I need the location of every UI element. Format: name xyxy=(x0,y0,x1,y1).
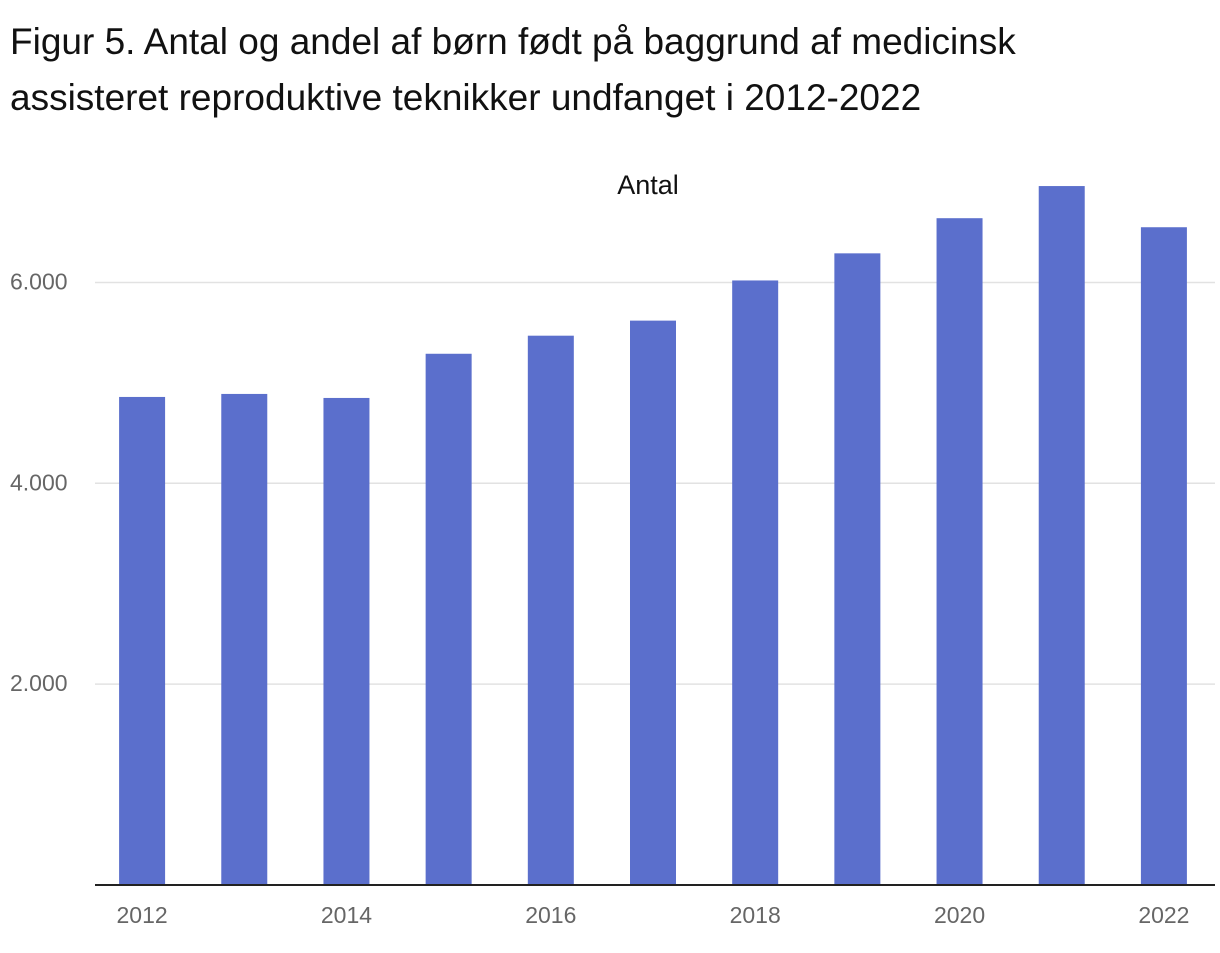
x-tick-label: 2016 xyxy=(525,902,576,928)
x-tick-label: 2018 xyxy=(730,902,781,928)
bar xyxy=(221,393,268,885)
x-tick-label: 2012 xyxy=(117,902,168,928)
y-tick-label: 2.000 xyxy=(10,670,68,696)
y-tick-label: 4.000 xyxy=(10,469,68,495)
bar xyxy=(936,218,983,886)
bar xyxy=(732,280,779,886)
bar xyxy=(834,253,881,885)
x-tick-label: 2014 xyxy=(321,902,372,928)
x-tick-label: 2022 xyxy=(1138,902,1189,928)
bar xyxy=(630,320,676,885)
bar xyxy=(119,396,166,885)
bar xyxy=(323,397,370,885)
chart-title: Figur 5. Antal og andel af børn født på … xyxy=(10,21,1016,62)
bar xyxy=(527,335,574,885)
x-tick-label: 2020 xyxy=(934,902,985,928)
bar xyxy=(425,353,472,886)
bar xyxy=(1140,227,1187,885)
chart-title: assisteret reproduktive teknikker undfan… xyxy=(10,77,921,118)
bar xyxy=(1038,186,1085,886)
chart-subtitle: Antal xyxy=(617,170,679,200)
y-tick-label: 6.000 xyxy=(10,269,68,295)
